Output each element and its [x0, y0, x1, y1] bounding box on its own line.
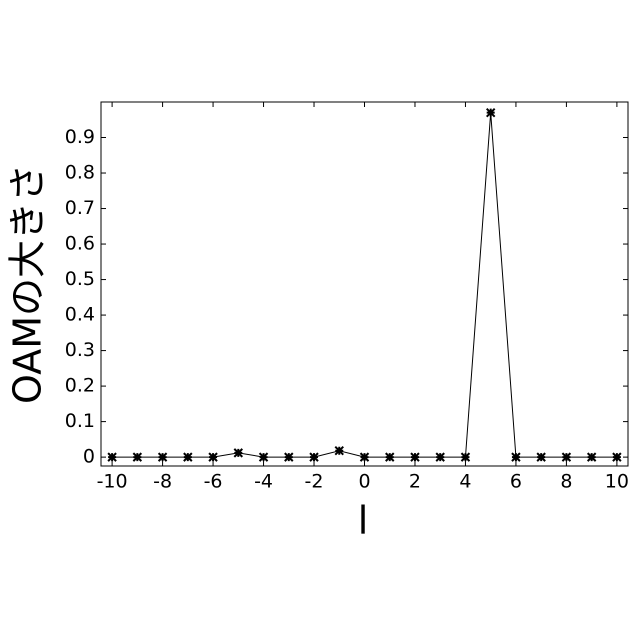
y-tick-label: 0.5 — [65, 268, 95, 290]
y-tick-label: 0.3 — [65, 339, 95, 361]
series-line — [112, 113, 617, 457]
marker — [184, 453, 192, 461]
y-tick-label: 0.1 — [65, 410, 95, 432]
y-tick-label: 0.4 — [65, 304, 95, 326]
x-tick-label: -2 — [305, 471, 324, 493]
marker — [335, 447, 343, 455]
marker — [613, 453, 621, 461]
x-tick-label: 6 — [510, 471, 522, 493]
x-tick-label: 10 — [605, 471, 629, 493]
y-axis-label: OAMの大きさ — [6, 164, 50, 404]
marker — [411, 453, 419, 461]
x-tick-label: 4 — [459, 471, 471, 493]
marker — [436, 453, 444, 461]
marker — [285, 453, 293, 461]
marker — [108, 453, 116, 461]
plot-frame — [101, 102, 628, 466]
x-tick-label: -4 — [254, 471, 273, 493]
x-tick-label: -6 — [204, 471, 223, 493]
marker — [562, 453, 570, 461]
y-tick-label: 0.2 — [65, 375, 95, 397]
y-tick-label: 0 — [83, 446, 95, 468]
chart: l OAMの大きさ 0 0.1 0.2 0.3 0.4 0.5 0.6 0.7 0.8 0.9 -1… — [0, 0, 640, 640]
y-tick-label: 0.9 — [65, 126, 95, 148]
x-axis-label: l — [358, 499, 369, 543]
marker — [260, 453, 268, 461]
marker — [234, 449, 242, 457]
marker — [310, 453, 318, 461]
y-tick-label: 0.6 — [65, 233, 95, 255]
marker — [487, 109, 495, 117]
marker — [159, 453, 167, 461]
marker — [209, 453, 217, 461]
x-tick-label: 2 — [409, 471, 421, 493]
y-tick-label: 0.7 — [65, 197, 95, 219]
marker — [361, 453, 369, 461]
marker — [133, 453, 141, 461]
marker — [588, 453, 596, 461]
y-tick-label: 0.8 — [65, 162, 95, 184]
marker — [537, 453, 545, 461]
marker — [386, 453, 394, 461]
x-tick-label: -8 — [153, 471, 172, 493]
marker — [461, 453, 469, 461]
x-tick-label: -10 — [97, 471, 128, 493]
x-tick-label: 0 — [358, 471, 370, 493]
x-tick-label: 8 — [560, 471, 572, 493]
marker — [512, 453, 520, 461]
